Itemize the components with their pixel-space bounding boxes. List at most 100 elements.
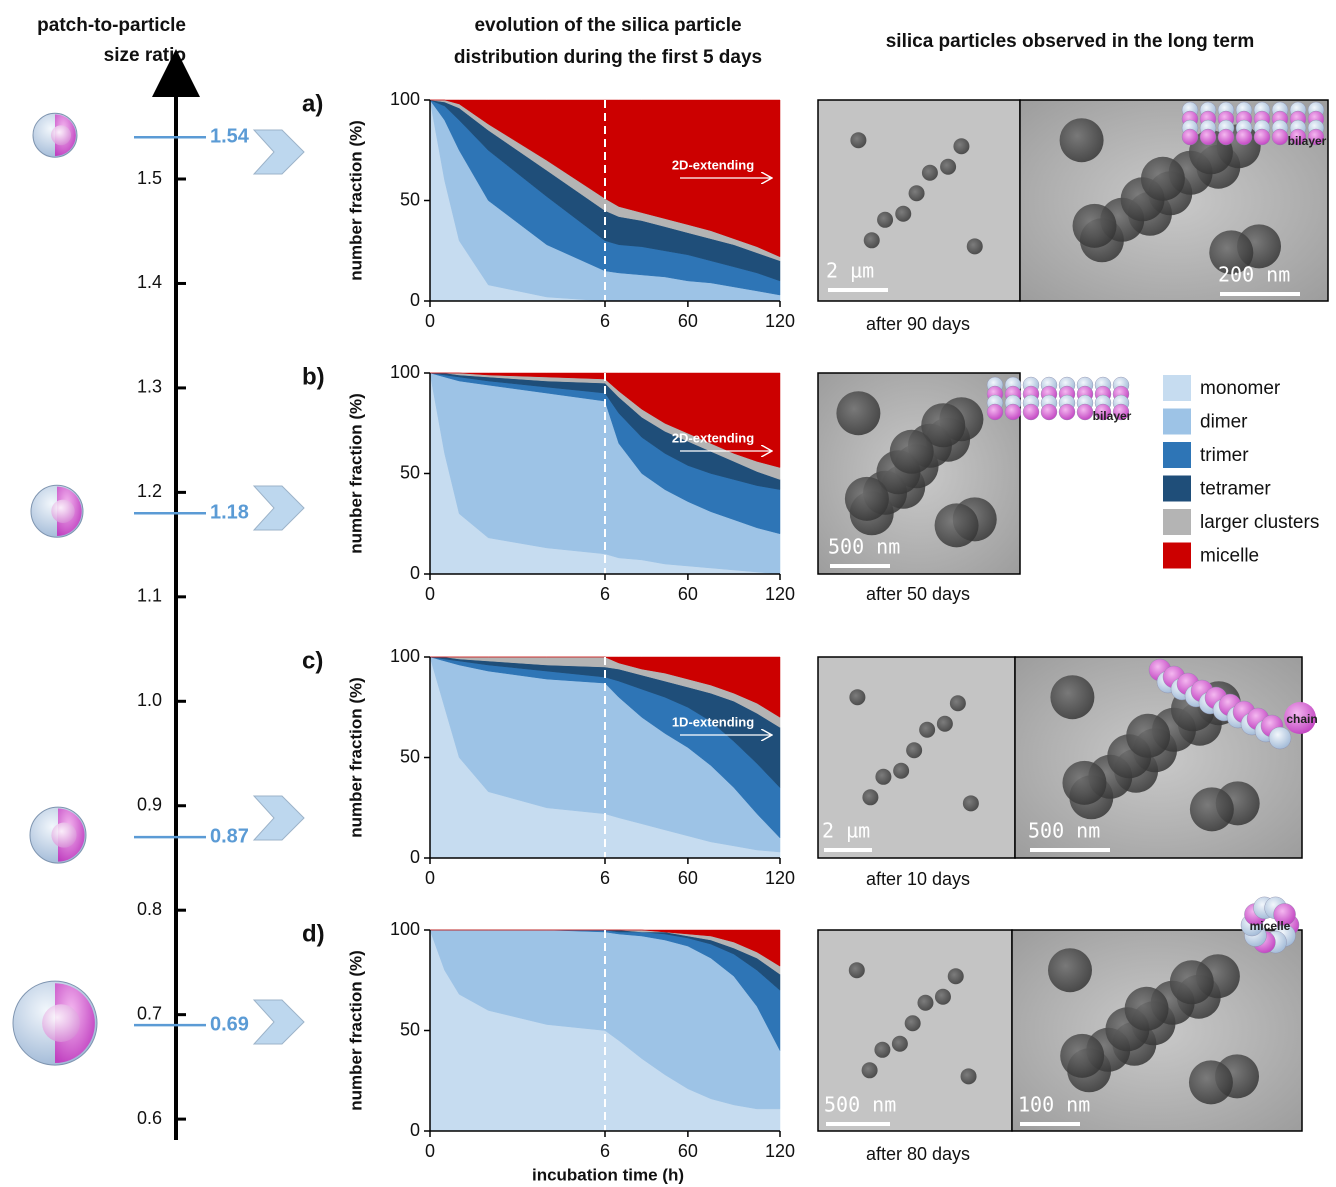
particle-blob <box>1050 675 1094 719</box>
particle-inner <box>51 500 74 523</box>
y-tick-label: 100 <box>390 89 420 109</box>
y-tick-label: 1.3 <box>137 377 162 397</box>
axis-title: size ratio <box>104 45 186 66</box>
y-tick-label: 0.6 <box>137 1108 162 1128</box>
panel-label: b) <box>302 363 325 390</box>
scale-bar-label: 200 nm <box>1218 263 1290 287</box>
chevron <box>254 1000 304 1044</box>
legend-label: monomer <box>1200 378 1281 399</box>
x-tick-label: 6 <box>600 1141 610 1161</box>
particle-blob <box>845 477 889 521</box>
y-tick-label: 100 <box>390 919 420 939</box>
chevron <box>254 796 304 840</box>
particle-blob <box>961 1068 977 1084</box>
particle-blob <box>836 391 880 435</box>
particle-blob <box>953 138 969 154</box>
model-sphere <box>1023 404 1039 420</box>
annotation: 2D-extending <box>672 430 754 445</box>
particle-inner <box>51 822 76 847</box>
legend-label: tetramer <box>1200 479 1271 500</box>
model-sphere <box>1182 129 1198 145</box>
legend-label: dimer <box>1200 412 1248 433</box>
x-tick-label: 6 <box>600 584 610 604</box>
particle-blob <box>1141 157 1185 201</box>
y-tick-label: 0 <box>410 1120 420 1140</box>
x-tick-label: 0 <box>425 1141 435 1161</box>
particle-blob <box>862 789 878 805</box>
y-tick-label: 100 <box>390 362 420 382</box>
legend-swatch <box>1163 543 1191 569</box>
column-header: evolution of the silica particle <box>474 15 741 36</box>
y-tick-label: 1.2 <box>137 481 162 501</box>
y-tick-label: 1.5 <box>137 168 162 188</box>
model-sphere <box>1005 404 1021 420</box>
y-tick-label: 1.1 <box>137 586 162 606</box>
scale-bar-label: 500 nm <box>828 535 900 559</box>
particle-blob <box>967 238 983 254</box>
y-tick-label: 50 <box>400 746 420 766</box>
x-tick-label: 120 <box>765 1141 795 1161</box>
scale-bar-label: 2 µm <box>826 259 874 283</box>
model-label: micelle <box>1250 919 1291 933</box>
y-tick-label: 50 <box>400 189 420 209</box>
scale-bar-label: 100 nm <box>1018 1093 1090 1117</box>
ratio-label: 0.69 <box>210 1013 249 1035</box>
model-sphere <box>1218 129 1234 145</box>
y-tick-label: 50 <box>400 462 420 482</box>
y-tick-label: 0.9 <box>137 794 162 814</box>
particle-blob <box>950 695 966 711</box>
particle-blob <box>890 430 934 474</box>
model-sphere <box>1272 129 1288 145</box>
image-caption: after 50 days <box>866 584 970 604</box>
chevron <box>254 486 304 530</box>
model-label: bilayer <box>1093 409 1132 423</box>
particle-blob <box>1062 761 1106 805</box>
legend-swatch <box>1163 409 1191 435</box>
particle-blob <box>919 722 935 738</box>
model-sphere <box>1041 404 1057 420</box>
particle-blob <box>935 503 979 547</box>
y-axis-label: number fraction (%) <box>346 120 365 281</box>
scale-bar-label: 2 µm <box>822 819 870 843</box>
particle-blob <box>1170 960 1214 1004</box>
x-axis-label: incubation time (h) <box>532 1165 684 1184</box>
image-caption: after 80 days <box>866 1144 970 1164</box>
particle-blob <box>1189 1060 1233 1104</box>
particle-blob <box>940 159 956 175</box>
model-sphere <box>987 404 1003 420</box>
particle-blob <box>905 1015 921 1031</box>
y-axis-label: number fraction (%) <box>346 950 365 1111</box>
y-axis-label: number fraction (%) <box>346 677 365 838</box>
x-tick-label: 6 <box>600 311 610 331</box>
model-label: bilayer <box>1288 134 1327 148</box>
particle-blob <box>909 185 925 201</box>
y-tick-label: 0 <box>410 563 420 583</box>
particle-blob <box>1126 714 1170 758</box>
ratio-label: 1.18 <box>210 502 249 524</box>
y-tick-label: 100 <box>390 646 420 666</box>
particle-blob <box>849 962 865 978</box>
particle-blob <box>906 742 922 758</box>
figure: patch-to-particle size ratio evolution o… <box>0 0 1336 1187</box>
particle-blob <box>877 212 893 228</box>
column-header: silica particles observed in the long te… <box>886 31 1255 52</box>
legend-swatch <box>1163 375 1191 401</box>
y-tick-label: 0.8 <box>137 899 162 919</box>
axis-title: patch-to-particle <box>37 15 186 36</box>
y-tick-label: 0.7 <box>137 1003 162 1023</box>
y-tick-label: 0 <box>410 290 420 310</box>
particle-blob <box>862 1062 878 1078</box>
legend-label: trimer <box>1200 445 1249 466</box>
model-sphere <box>1236 129 1252 145</box>
model-sphere <box>1077 404 1093 420</box>
particle-blob <box>1190 787 1234 831</box>
particle-blob <box>922 165 938 181</box>
ratio-label: 1.54 <box>210 126 250 148</box>
particle-blob <box>948 968 964 984</box>
y-axis-label: number fraction (%) <box>346 393 365 554</box>
x-tick-label: 0 <box>425 311 435 331</box>
x-tick-label: 6 <box>600 868 610 888</box>
legend-swatch <box>1163 509 1191 535</box>
annotation: 2D-extending <box>672 157 754 172</box>
y-tick-label: 1.0 <box>137 690 162 710</box>
